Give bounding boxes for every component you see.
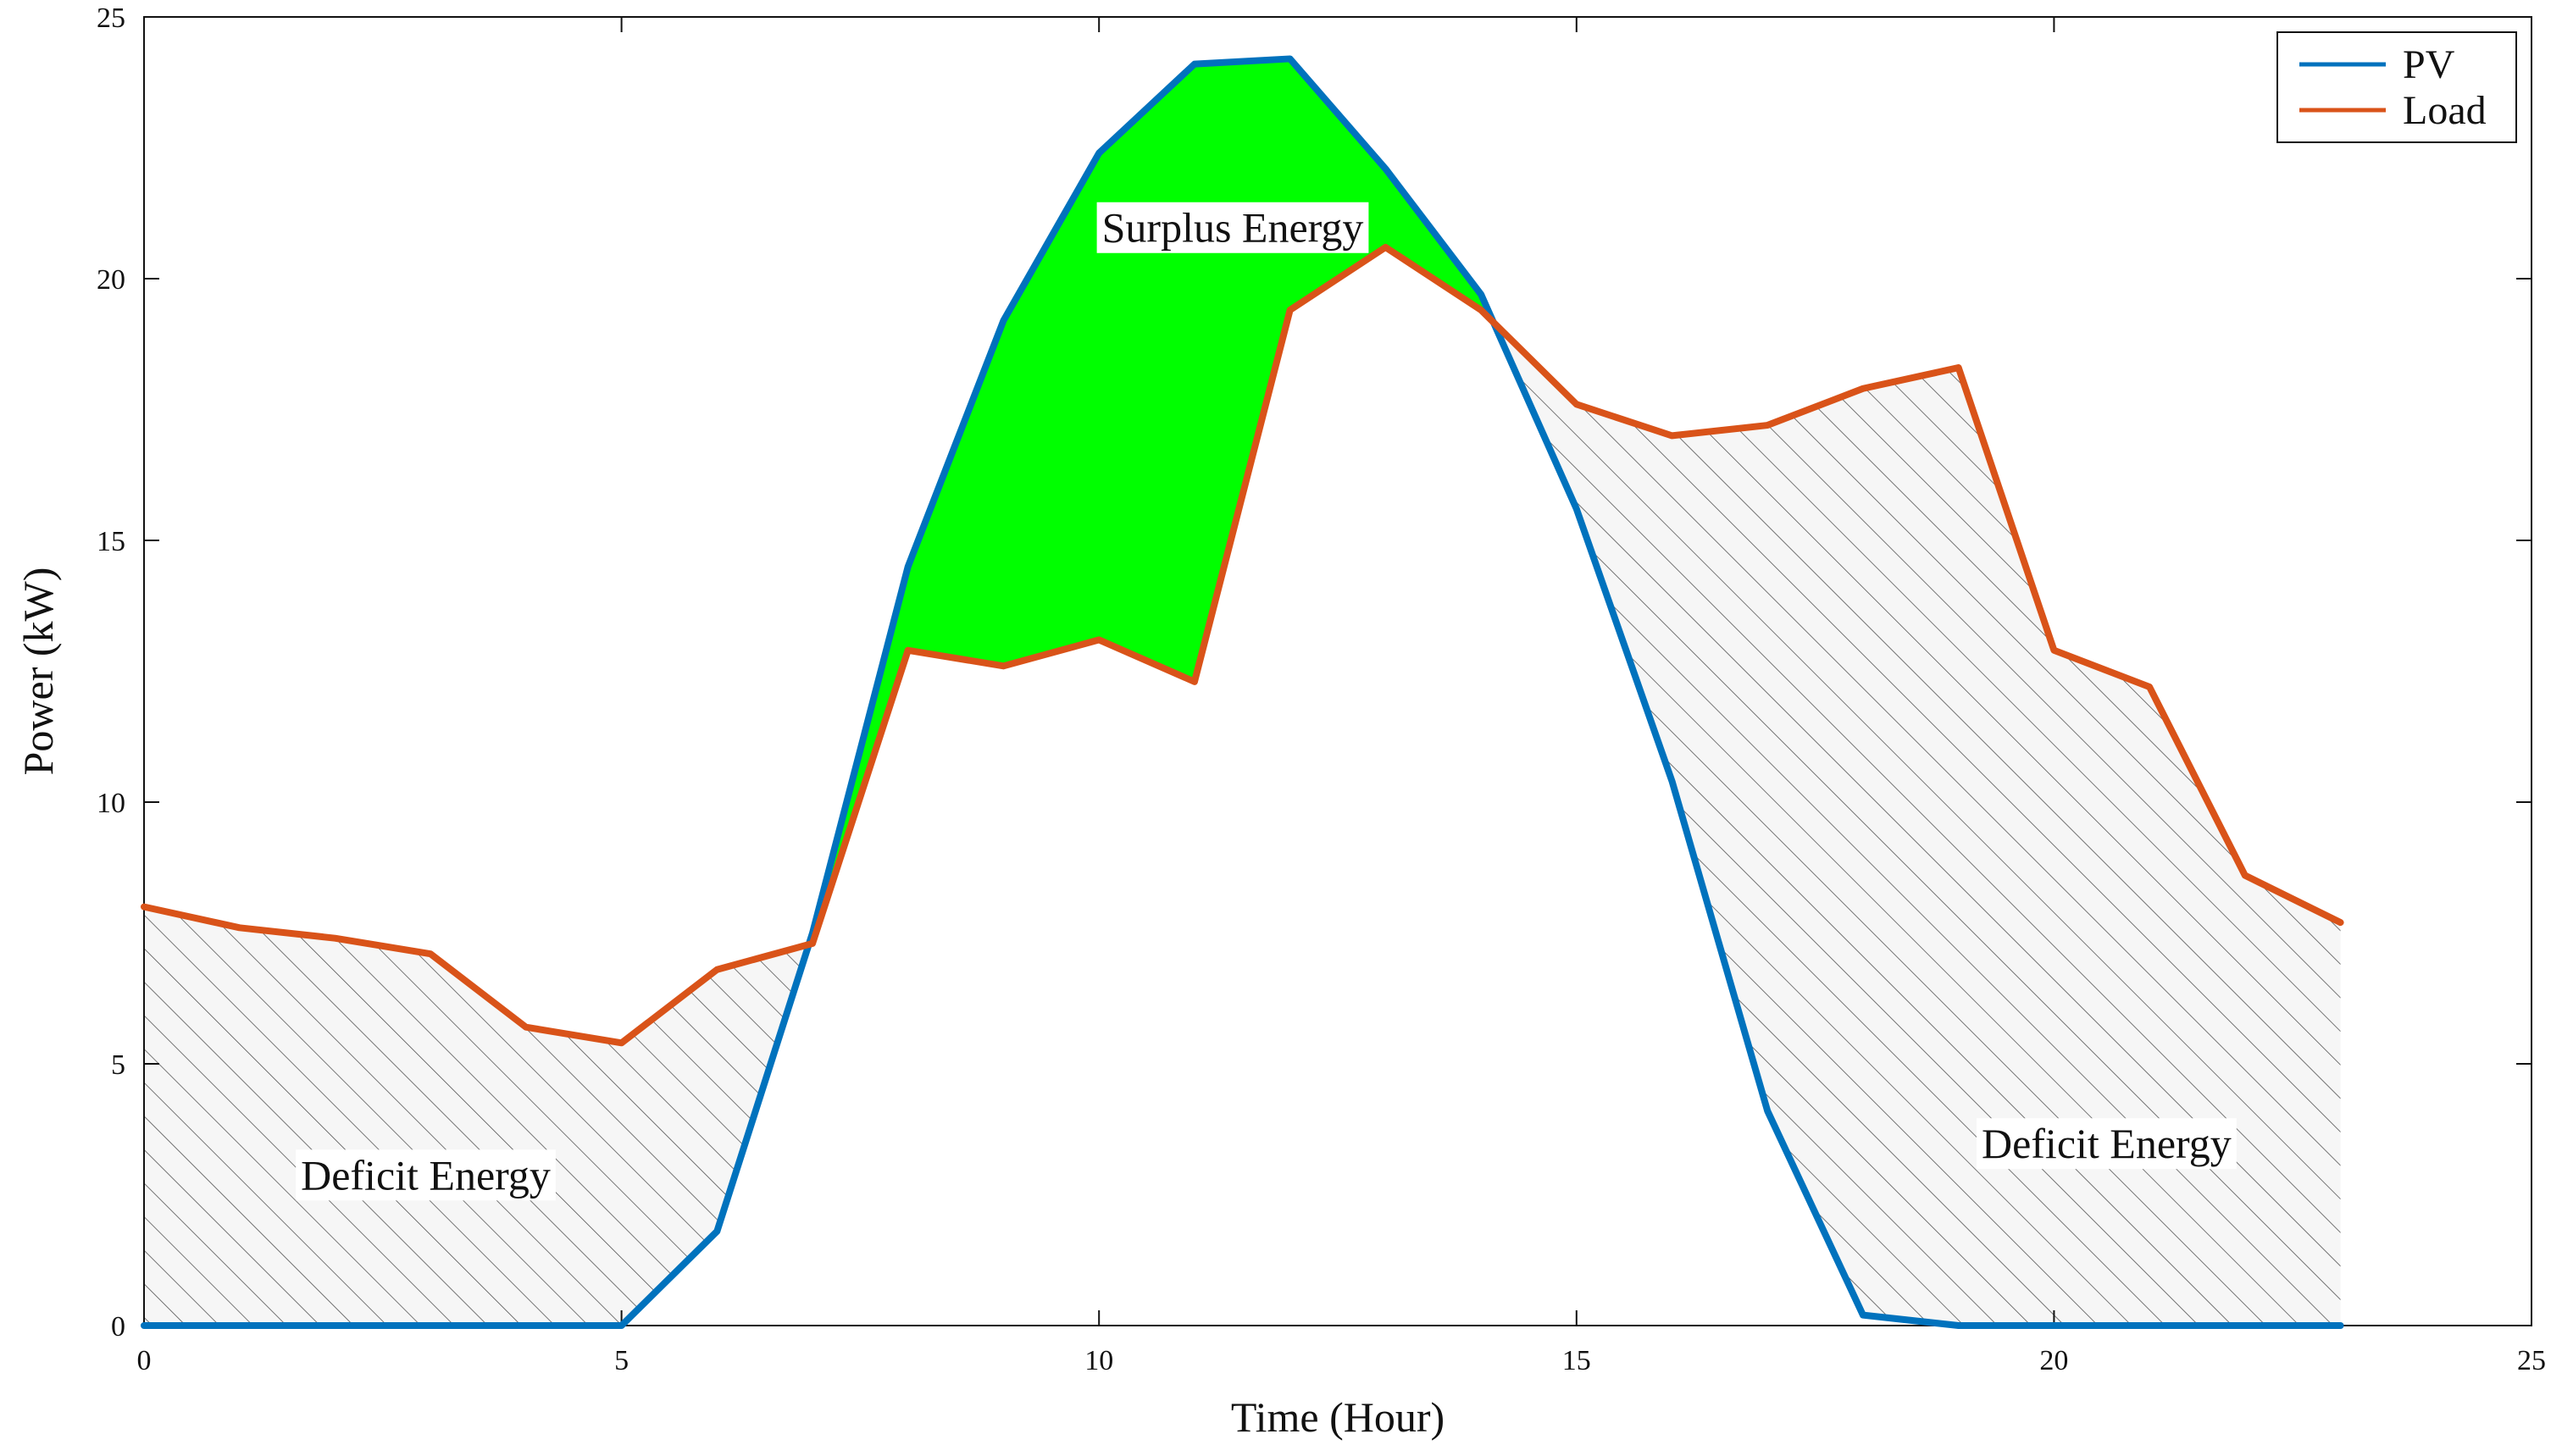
series-lines bbox=[141, 55, 2344, 1329]
series-line-load bbox=[141, 243, 2344, 1047]
y-tick-label: 5 bbox=[111, 1049, 125, 1081]
legend-box bbox=[2276, 31, 2517, 143]
y-tick-label: 0 bbox=[111, 1311, 125, 1343]
x-tick-label: 15 bbox=[1562, 1345, 1591, 1376]
x-tick-label: 0 bbox=[137, 1345, 152, 1376]
deficit-energy-label-right: Deficit Energy bbox=[1982, 1120, 2232, 1167]
y-tick-label: 15 bbox=[97, 526, 125, 557]
deficit-energy-area bbox=[144, 906, 809, 1326]
surplus-energy-label: Surplus Energy bbox=[1102, 204, 1364, 252]
area-fills bbox=[144, 58, 2341, 1326]
y-tick-label: 10 bbox=[97, 788, 125, 819]
legend: PV Load bbox=[2276, 31, 2517, 143]
series-line-pv bbox=[141, 55, 2344, 1329]
axis-ticks: 0 5 10 15 20 25 0 5 10 15 20 25 bbox=[97, 3, 2546, 1376]
y-tick-label: 25 bbox=[97, 3, 125, 34]
legend-label-pv: PV bbox=[2403, 42, 2455, 87]
y-axis-label: Power (kW) bbox=[14, 567, 62, 776]
legend-label-load: Load bbox=[2403, 88, 2487, 133]
y-tick-label: 20 bbox=[97, 264, 125, 296]
ann-def-right-bg bbox=[1976, 1118, 2237, 1170]
deficit-energy-area bbox=[1493, 322, 2341, 1326]
x-tick-label: 25 bbox=[2517, 1345, 2546, 1376]
deficit-energy-label-left: Deficit Energy bbox=[301, 1151, 551, 1199]
x-tick-label: 20 bbox=[2039, 1345, 2068, 1376]
plot-frame bbox=[143, 16, 2532, 1326]
x-axis-label: Time (Hour) bbox=[1231, 1393, 1445, 1441]
ann-surplus-bg bbox=[1096, 202, 1369, 253]
ann-def-left-bg bbox=[296, 1149, 556, 1201]
x-tick-label: 10 bbox=[1084, 1345, 1113, 1376]
x-tick-label: 5 bbox=[614, 1345, 629, 1376]
surplus-energy-area bbox=[808, 58, 1494, 945]
